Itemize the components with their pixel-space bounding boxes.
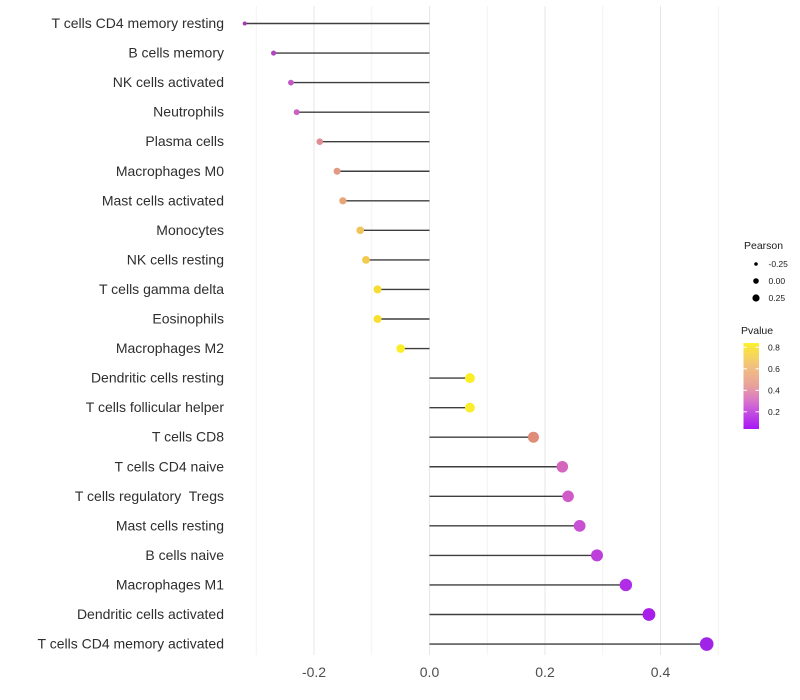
lollipop-dot xyxy=(642,608,656,621)
y-axis-label: Mast cells activated xyxy=(102,192,224,208)
y-axis-label: T cells gamma delta xyxy=(99,281,224,297)
pvalue-legend-title: Pvalue xyxy=(741,325,773,337)
lollipop-dot xyxy=(373,314,382,324)
x-axis-labels: -0.2 0.0 0.2 0.4 xyxy=(302,664,671,680)
lollipop-dot xyxy=(619,578,633,592)
lollipop-dot xyxy=(562,490,574,503)
x-axis-tick-label: 0.2 xyxy=(535,664,555,680)
gridlines xyxy=(255,6,719,655)
lollipop-dot xyxy=(527,431,539,443)
y-axis-label: T cells CD4 memory activated xyxy=(38,636,224,652)
y-axis-label: T cells regulatory Tregs xyxy=(75,488,224,504)
y-axis-label: B cells memory xyxy=(128,45,224,61)
x-axis-tick-label: -0.2 xyxy=(302,664,326,680)
lollipop-dot xyxy=(362,256,370,264)
pvalue-legend-label: 0.4 xyxy=(768,385,780,395)
y-axis-label: B cells naive xyxy=(145,547,224,563)
lollipop-dot xyxy=(242,21,247,26)
y-axis-label: Macrophages M0 xyxy=(116,163,224,179)
lollipop-dot xyxy=(556,461,569,473)
pearson-legend-label: 0.25 xyxy=(769,293,786,303)
lollipop-dot xyxy=(699,637,714,651)
pvalue-legend-label: 0.2 xyxy=(768,407,780,417)
y-axis-label: Dendritic cells resting xyxy=(91,370,224,386)
y-axis-label: Macrophages M2 xyxy=(116,340,224,356)
x-axis-tick-label: 0.0 xyxy=(420,664,440,680)
y-axis-label: Mast cells resting xyxy=(116,517,224,533)
pvalue-legend-label: 0.8 xyxy=(768,342,780,352)
lollipop-dot xyxy=(356,226,365,235)
lollipop-dot xyxy=(293,109,300,116)
y-axis-label: Dendritic cells activated xyxy=(77,606,224,622)
y-axis-label: Plasma cells xyxy=(145,133,224,149)
pearson-legend-dot xyxy=(753,278,759,284)
y-axis-label: Macrophages M1 xyxy=(116,576,224,592)
pearson-legend-label: -0.25 xyxy=(769,259,789,269)
lollipop-dot xyxy=(288,79,294,86)
legends: Pearson -0.25 0.00 0.25 Pvalue 0.8 0.6 0.4 0.2 xyxy=(741,240,788,429)
pearson-legend-dot xyxy=(754,262,758,266)
y-axis-label: T cells follicular helper xyxy=(86,399,225,415)
lollipop-dot xyxy=(396,344,405,353)
lollipop-dot xyxy=(316,138,324,145)
pearson-legend-label: 0.00 xyxy=(769,276,786,286)
y-axis-label: NK cells activated xyxy=(113,74,224,90)
lollipop-dot xyxy=(573,519,586,532)
pearson-legend-dot xyxy=(752,294,760,302)
y-axis-label: T cells CD4 memory resting xyxy=(52,15,224,31)
lollipop-dot xyxy=(373,285,382,294)
y-axis-labels: T cells CD4 memory resting B cells memory… xyxy=(38,15,225,652)
lollipop-stems xyxy=(244,22,707,645)
lollipop-dot xyxy=(270,50,277,56)
lollipop-dot xyxy=(333,167,341,175)
pearson-legend-title: Pearson xyxy=(744,240,783,252)
lollipop-dot xyxy=(339,197,347,205)
lollipop-dot xyxy=(464,373,475,384)
lollipop-dot xyxy=(590,549,603,562)
y-axis-label: Monocytes xyxy=(156,222,224,238)
y-axis-label: Neutrophils xyxy=(153,104,224,120)
pvalue-colorbar xyxy=(743,343,759,429)
pvalue-legend-label: 0.6 xyxy=(768,364,780,374)
lollipop-dots xyxy=(242,21,714,651)
y-axis-label: Eosinophils xyxy=(152,311,224,327)
lollipop-dot xyxy=(464,402,475,413)
y-axis-label: T cells CD8 xyxy=(152,429,224,445)
x-axis-tick-label: 0.4 xyxy=(651,664,671,680)
y-axis-label: T cells CD4 naive xyxy=(115,458,225,474)
y-axis-label: NK cells resting xyxy=(127,251,224,267)
